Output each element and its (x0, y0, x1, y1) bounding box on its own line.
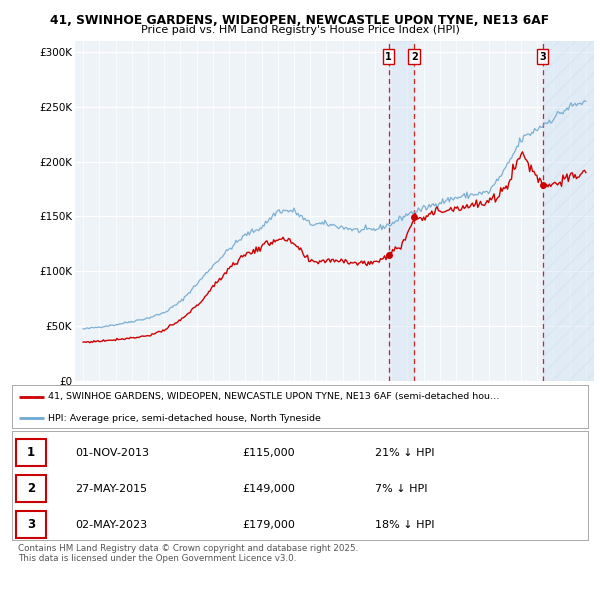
Text: HPI: Average price, semi-detached house, North Tyneside: HPI: Average price, semi-detached house,… (48, 414, 321, 423)
Bar (389, 41, 414, 381)
Text: £115,000: £115,000 (242, 448, 295, 457)
FancyBboxPatch shape (16, 440, 46, 466)
Text: 2: 2 (411, 51, 418, 61)
Bar (542, 41, 594, 381)
Text: 41, SWINHOE GARDENS, WIDEOPEN, NEWCASTLE UPON TYNE, NE13 6AF: 41, SWINHOE GARDENS, WIDEOPEN, NEWCASTLE… (50, 14, 550, 27)
Text: £149,000: £149,000 (242, 484, 295, 494)
Text: 3: 3 (27, 518, 35, 531)
Text: 21% ↓ HPI: 21% ↓ HPI (375, 448, 434, 457)
Text: 1: 1 (385, 51, 392, 61)
Text: 41, SWINHOE GARDENS, WIDEOPEN, NEWCASTLE UPON TYNE, NE13 6AF (semi-detached hou…: 41, SWINHOE GARDENS, WIDEOPEN, NEWCASTLE… (48, 392, 500, 401)
Text: 3: 3 (539, 51, 546, 61)
Text: 02-MAY-2023: 02-MAY-2023 (76, 520, 148, 530)
Text: Contains HM Land Registry data © Crown copyright and database right 2025.
This d: Contains HM Land Registry data © Crown c… (18, 544, 358, 563)
Text: 18% ↓ HPI: 18% ↓ HPI (375, 520, 434, 530)
FancyBboxPatch shape (16, 476, 46, 502)
Text: 27-MAY-2015: 27-MAY-2015 (76, 484, 148, 494)
Text: 1: 1 (27, 446, 35, 459)
Text: 01-NOV-2013: 01-NOV-2013 (76, 448, 149, 457)
Text: £179,000: £179,000 (242, 520, 295, 530)
Text: 2: 2 (27, 482, 35, 495)
Text: Price paid vs. HM Land Registry's House Price Index (HPI): Price paid vs. HM Land Registry's House … (140, 25, 460, 35)
FancyBboxPatch shape (16, 512, 46, 537)
Text: 7% ↓ HPI: 7% ↓ HPI (375, 484, 427, 494)
